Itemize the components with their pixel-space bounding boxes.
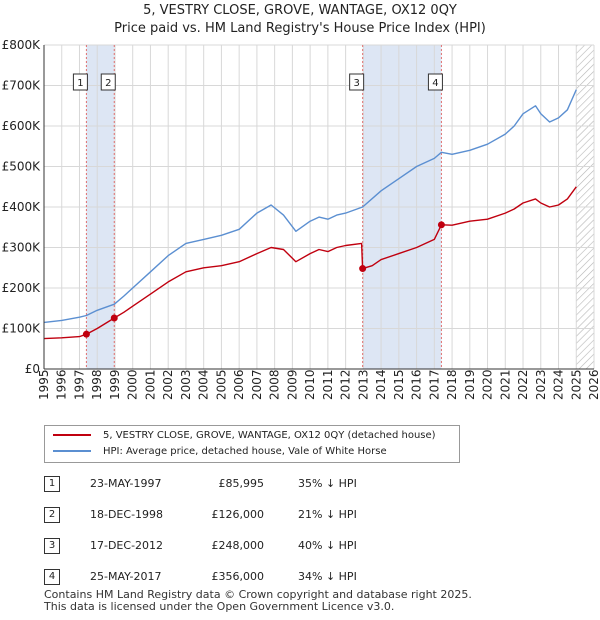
footer-line-1: Contains HM Land Registry data © Crown c… <box>44 588 472 601</box>
property-price-line <box>43 186 577 340</box>
y-tick-label: £400K <box>2 200 42 214</box>
event-label-text: 3 <box>353 78 359 89</box>
x-tick-label: 2007 <box>250 369 264 400</box>
footer-line-2: This data is licensed under the Open Gov… <box>44 600 395 613</box>
event-label-box <box>72 73 88 91</box>
x-tick-label: 2010 <box>303 369 317 400</box>
sale-hpi-diff: 40% ↓ HPI <box>298 539 357 552</box>
sale-number-badge: 1 <box>44 476 60 492</box>
sale-row: 4 25-MAY-2017 £356,000 34% ↓ HPI <box>44 569 444 585</box>
sale-number-badge: 2 <box>44 507 60 523</box>
y-tick-label: £600K <box>2 119 42 133</box>
x-tick-label: 2017 <box>427 369 441 400</box>
legend-item-property: 5, VESTRY CLOSE, GROVE, WANTAGE, OX12 0Q… <box>53 429 436 443</box>
event-label-box <box>349 73 365 91</box>
sale-hpi-diff: 21% ↓ HPI <box>298 508 357 521</box>
y-tick-label: £100K <box>2 322 42 336</box>
x-tick-label: 1998 <box>90 369 104 400</box>
x-tick-label: 2000 <box>126 369 140 400</box>
sale-marker-3 <box>359 265 367 273</box>
sale-row: 1 23-MAY-1997 £85,995 35% ↓ HPI <box>44 476 444 492</box>
title-line-1: 5, VESTRY CLOSE, GROVE, WANTAGE, OX12 0Q… <box>143 3 457 18</box>
y-tick-label: £0 <box>25 362 40 376</box>
x-tick-label: 1999 <box>108 369 122 400</box>
x-tick-label: 2020 <box>481 369 495 400</box>
event-label-text: 1 <box>77 78 83 89</box>
x-tick-label: 2024 <box>552 369 566 400</box>
sale-row: 2 18-DEC-1998 £126,000 21% ↓ HPI <box>44 507 444 523</box>
sale-number-badge: 4 <box>44 569 60 585</box>
y-tick-label: £800K <box>2 38 42 52</box>
sale-price: £248,000 <box>211 539 265 552</box>
x-tick-label: 2004 <box>197 369 211 400</box>
x-tick-label: 2013 <box>356 369 370 400</box>
legend-label-property: 5, VESTRY CLOSE, GROVE, WANTAGE, OX12 0Q… <box>103 430 436 441</box>
x-tick-label: 2008 <box>268 369 282 400</box>
title-line-2: Price paid vs. HM Land Registry's House … <box>114 21 486 36</box>
y-tick-label: £300K <box>2 241 42 255</box>
price-chart: 1 2 3 4 £0 £100K £200K £300K £400K £500K £600K £70… <box>2 38 600 400</box>
footer-attribution: Contains HM Land Registry data © Crown c… <box>44 589 472 613</box>
sale-date: 18-DEC-1998 <box>90 508 164 521</box>
event-label-2: 2 <box>100 73 116 91</box>
hpi-line <box>43 89 577 324</box>
y-tick-label: £200K <box>2 281 42 295</box>
sale-date: 25-MAY-2017 <box>90 570 162 583</box>
sale-date: 17-DEC-2012 <box>90 539 164 552</box>
sale-price: £356,000 <box>211 570 265 583</box>
event-label-text: 4 <box>432 78 438 89</box>
sale-price: £85,995 <box>218 477 265 490</box>
x-tick-label: 2012 <box>339 369 353 400</box>
x-tick-label: 2001 <box>143 369 157 400</box>
sale-number-badge: 3 <box>44 538 60 554</box>
x-tick-label: 2016 <box>410 369 424 400</box>
x-tick-label: 2021 <box>498 369 512 400</box>
sale-hpi-diff: 35% ↓ HPI <box>298 477 357 490</box>
chart-legend: 5, VESTRY CLOSE, GROVE, WANTAGE, OX12 0Q… <box>44 425 460 463</box>
sale-date: 23-MAY-1997 <box>90 477 162 490</box>
event-label-1: 1 <box>72 73 88 91</box>
sale-marker-1 <box>82 330 90 338</box>
event-label-3: 3 <box>349 73 365 91</box>
event-label-text: 2 <box>105 78 111 89</box>
sale-price: £126,000 <box>211 508 265 521</box>
x-tick-label: 1997 <box>72 369 86 400</box>
x-tick-label: 2023 <box>534 369 548 400</box>
legend-line-property <box>53 434 91 436</box>
x-tick-label: 2002 <box>161 369 175 400</box>
x-tick-label: 2018 <box>445 369 459 400</box>
x-tick-label: 2026 <box>587 369 600 400</box>
x-tick-label: 2025 <box>569 369 583 400</box>
x-tick-label: 2006 <box>232 369 246 400</box>
x-tick-label: 2019 <box>463 369 477 400</box>
sale-row: 3 17-DEC-2012 £248,000 40% ↓ HPI <box>44 538 444 554</box>
legend-item-hpi: HPI: Average price, detached house, Vale… <box>53 445 387 459</box>
y-tick-label: £500K <box>2 160 42 174</box>
sale-marker-2 <box>110 314 118 322</box>
sale-marker-4 <box>437 221 445 229</box>
x-tick-label: 2014 <box>374 369 388 400</box>
y-tick-label: £700K <box>2 79 42 93</box>
chart-title: 5, VESTRY CLOSE, GROVE, WANTAGE, OX12 0Q… <box>0 2 600 38</box>
x-tick-label: 2003 <box>179 369 193 400</box>
legend-label-hpi: HPI: Average price, detached house, Vale… <box>103 446 387 457</box>
x-tick-label: 2009 <box>285 369 299 400</box>
sale-hpi-diff: 34% ↓ HPI <box>298 570 357 583</box>
x-tick-label: 2011 <box>321 369 335 400</box>
legend-line-hpi <box>53 450 91 452</box>
x-tick-label: 2022 <box>516 369 530 400</box>
x-tick-label: 2005 <box>214 369 228 400</box>
event-label-box <box>100 73 116 91</box>
x-tick-label: 1996 <box>55 369 69 400</box>
event-label-box <box>427 73 443 91</box>
x-tick-label: 2015 <box>392 369 406 400</box>
x-tick-label: 1995 <box>37 369 51 400</box>
event-label-4: 4 <box>427 73 443 91</box>
